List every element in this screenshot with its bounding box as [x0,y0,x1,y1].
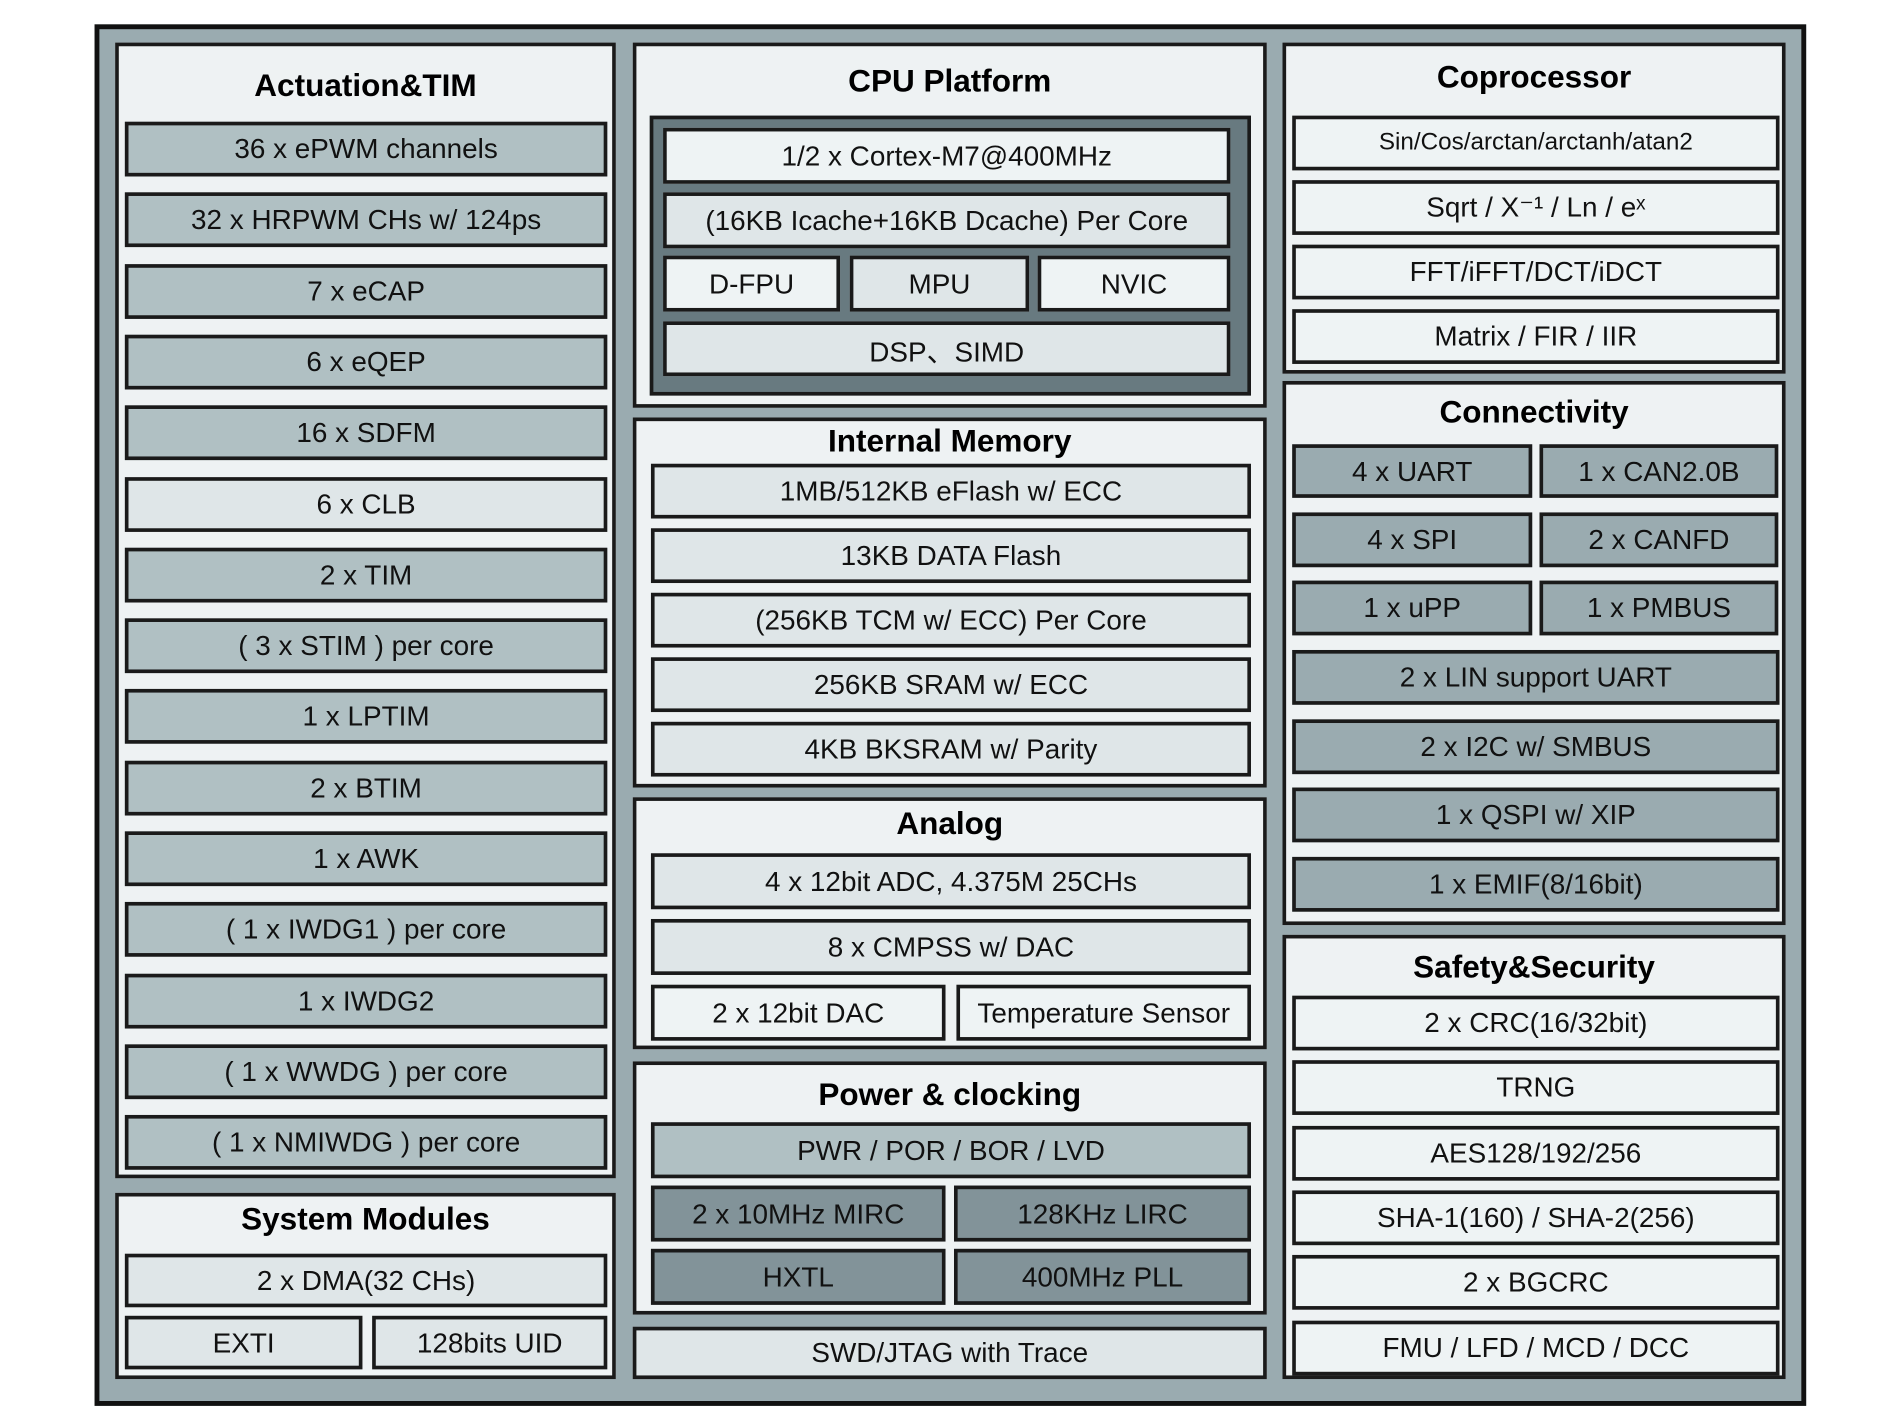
analog-block: 4 x 12bit ADC, 4.375M 25CHs [650,853,1251,910]
coprocessor-title: Coprocessor [1436,58,1632,95]
connectivity-block: 1 x PMBUS [1539,580,1779,636]
connectivity-block: 1 x uPP [1292,580,1533,636]
analog-block: 8 x CMPSS w/ DAC [650,918,1251,975]
connectivity-block: 1 x CAN2.0B [1539,444,1779,498]
actuation-block: ( 1 x NMIWDG ) per core [124,1115,608,1170]
power-block: 2 x 10MHz MIRC [650,1185,946,1242]
actuation-block: 2 x TIM [124,547,608,603]
power-block: PWR / POR / BOR / LVD [650,1122,1251,1179]
actuation-block: 1 x AWK [124,831,608,887]
analog-title: Analog [896,804,1004,842]
actuation-block: 32 x HRPWM CHs w/ 124ps [124,192,608,248]
safety-block: TRNG [1292,1060,1780,1116]
coprocessor-block: Matrix / FIR / IIR [1292,309,1780,364]
system-block: EXTI [124,1315,363,1370]
actuation-block: 6 x CLB [124,476,608,532]
actuation-block: ( 3 x STIM ) per core [124,618,608,674]
cpu-block: MPU [849,255,1030,312]
power-title: Power & clocking [818,1076,1082,1113]
coprocessor-block: Sin/Cos/arctan/arctanh/atan2 [1292,115,1780,171]
connectivity-block: 2 x I2C w/ SMBUS [1292,718,1780,774]
safety-block: FMU / LFD / MCD / DCC [1292,1320,1780,1375]
debug-block: SWD/JTAG with Trace [632,1326,1267,1380]
system-block: 2 x DMA(32 CHs) [124,1253,608,1308]
actuation-block: 1 x IWDG2 [124,973,608,1029]
safety-block: SHA-1(160) / SHA-2(256) [1292,1190,1780,1246]
actuation-title: Actuation&TIM [254,66,477,104]
safety-block: AES128/192/256 [1292,1125,1780,1181]
memory-block: 4KB BKSRAM w/ Parity [650,721,1251,777]
coprocessor-block: FFT/iFFT/DCT/iDCT [1292,244,1780,300]
system-title: System Modules [241,1200,490,1237]
analog-block: Temperature Sensor [956,984,1251,1041]
memory-block: 13KB DATA Flash [650,528,1251,584]
connectivity-block: 2 x CANFD [1539,512,1779,568]
cpu-block: (16KB Icache+16KB Dcache) Per Core [663,192,1231,249]
cpu-block: 1/2 x Cortex-M7@400MHz [663,127,1231,184]
memory-title: Internal Memory [828,422,1072,459]
connectivity-block: 4 x UART [1292,444,1533,498]
analog-block: 2 x 12bit DAC [650,984,946,1041]
actuation-block: ( 1 x IWDG1 ) per core [124,902,608,958]
actuation-block: 2 x BTIM [124,760,608,816]
cpu-block: NVIC [1037,255,1231,312]
actuation-block: 16 x SDFM [124,405,608,461]
memory-block: (256KB TCM w/ ECC) Per Core [650,592,1251,648]
actuation-block: 6 x eQEP [124,334,608,390]
actuation-block: ( 1 x WWDG ) per core [124,1044,608,1099]
safety-block: 2 x BGCRC [1292,1255,1780,1310]
connectivity-block: 1 x QSPI w/ XIP [1292,787,1780,843]
system-block: 128bits UID [372,1315,608,1370]
connectivity-block: 1 x EMIF(8/16bit) [1292,856,1780,912]
safety-block: 2 x CRC(16/32bit) [1292,995,1780,1051]
power-block: 400MHz PLL [954,1248,1251,1305]
cpu-block: DSP、SIMD [663,321,1231,377]
actuation-block: 7 x eCAP [124,263,608,319]
actuation-block: 36 x ePWM channels [124,121,608,177]
connectivity-block: 2 x LIN support UART [1292,649,1780,705]
memory-block: 256KB SRAM w/ ECC [650,657,1251,713]
power-block: HXTL [650,1248,946,1305]
connectivity-title: Connectivity [1439,393,1629,430]
safety-title: Safety&Security [1413,948,1655,985]
power-block: 128KHz LIRC [954,1185,1251,1242]
coprocessor-block: Sqrt / X⁻¹ / Ln / eˣ [1292,180,1780,235]
memory-block: 1MB/512KB eFlash w/ ECC [650,463,1251,519]
cpu-block: D-FPU [663,255,841,312]
connectivity-block: 4 x SPI [1292,512,1533,568]
actuation-block: 1 x LPTIM [124,689,608,745]
cpu-title: CPU Platform [848,62,1052,99]
